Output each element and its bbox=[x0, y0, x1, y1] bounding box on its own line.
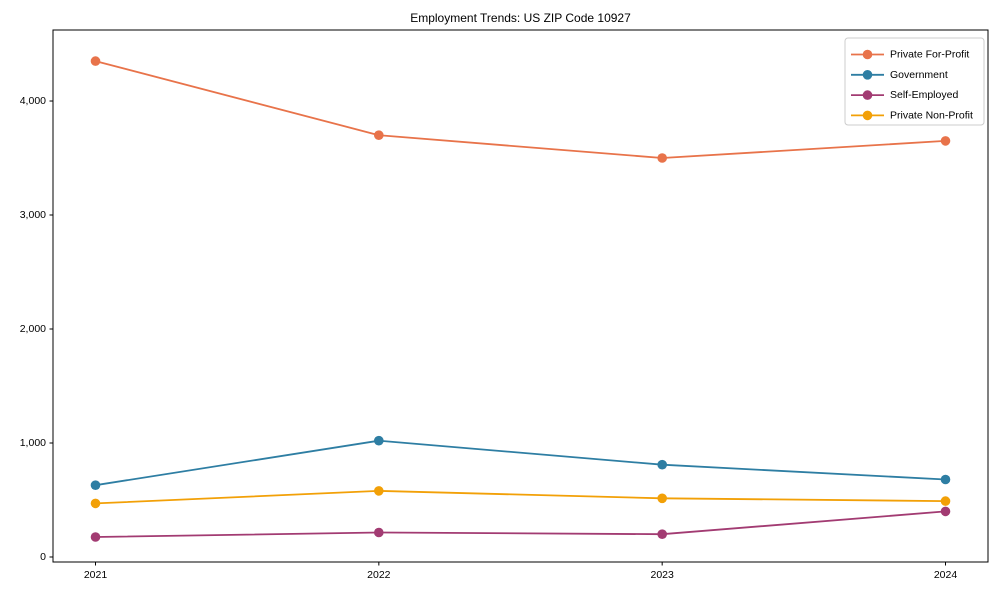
legend-label-self-employed: Self-Employed bbox=[890, 89, 958, 101]
legend-label-government: Government bbox=[890, 69, 948, 81]
chart-title: Employment Trends: US ZIP Code 10927 bbox=[410, 11, 631, 25]
y-tick-label-0: 0 bbox=[40, 551, 46, 563]
series-line-government bbox=[94, 439, 947, 487]
data-point-government-2022 bbox=[374, 435, 384, 446]
data-point-private-for-profit-2024 bbox=[940, 136, 951, 146]
data-point-private-for-profit-2022 bbox=[374, 130, 384, 140]
series-line-private-for-profit bbox=[94, 60, 947, 159]
data-point-government-2023 bbox=[657, 459, 667, 470]
data-point-private-non-profit-2022 bbox=[374, 486, 384, 496]
data-point-government-2021 bbox=[90, 480, 101, 491]
data-point-private-for-profit-2023 bbox=[657, 153, 667, 163]
legend-box bbox=[844, 37, 985, 126]
x-tick-label-2024: 2024 bbox=[934, 569, 958, 581]
data-point-self-employed-2024 bbox=[940, 506, 951, 517]
legend-item-private-non-profit: Private Non-Profit bbox=[851, 109, 973, 121]
x-tick-label-2021: 2021 bbox=[84, 569, 108, 581]
legend-marker-dot-government bbox=[862, 70, 873, 80]
y-tick-label-1000: 1,000 bbox=[20, 437, 46, 449]
legend: Private For-Profit Government Self-Employe… bbox=[844, 37, 985, 126]
series-group bbox=[90, 56, 951, 542]
legend-marker-dot-self-employed bbox=[862, 90, 873, 100]
legend-item-government: Government bbox=[851, 69, 948, 81]
plot-border bbox=[52, 29, 989, 563]
data-point-self-employed-2023 bbox=[657, 529, 667, 539]
data-point-private-non-profit-2021 bbox=[90, 498, 101, 509]
data-point-private-non-profit-2023 bbox=[657, 493, 667, 504]
legend-label-private-for-profit: Private For-Profit bbox=[890, 49, 969, 61]
series-line-private-non-profit bbox=[94, 489, 947, 505]
y-tick-label-3000: 3,000 bbox=[20, 209, 46, 221]
legend-marker-dot-private-non-profit bbox=[862, 110, 873, 121]
data-point-private-for-profit-2021 bbox=[90, 56, 101, 66]
data-point-government-2024 bbox=[940, 474, 951, 485]
x-tick-label-2023: 2023 bbox=[650, 569, 674, 581]
legend-label-private-non-profit: Private Non-Profit bbox=[890, 109, 973, 121]
data-point-self-employed-2021 bbox=[90, 532, 101, 542]
legend-marker-dot-private-for-profit bbox=[862, 49, 873, 60]
series-line-self-employed bbox=[94, 510, 947, 538]
legend-item-private-for-profit: Private For-Profit bbox=[851, 49, 969, 61]
data-point-self-employed-2022 bbox=[374, 527, 384, 538]
legend-item-self-employed: Self-Employed bbox=[851, 89, 958, 101]
y-tick-label-2000: 2,000 bbox=[20, 323, 46, 335]
axes: 0 1,000 2,000 3,000 4,000 2021 2022 2023 2024 bbox=[20, 29, 989, 581]
data-point-private-non-profit-2024 bbox=[940, 496, 951, 506]
y-tick-label-4000: 4,000 bbox=[20, 95, 46, 107]
x-tick-label-2022: 2022 bbox=[367, 569, 391, 581]
